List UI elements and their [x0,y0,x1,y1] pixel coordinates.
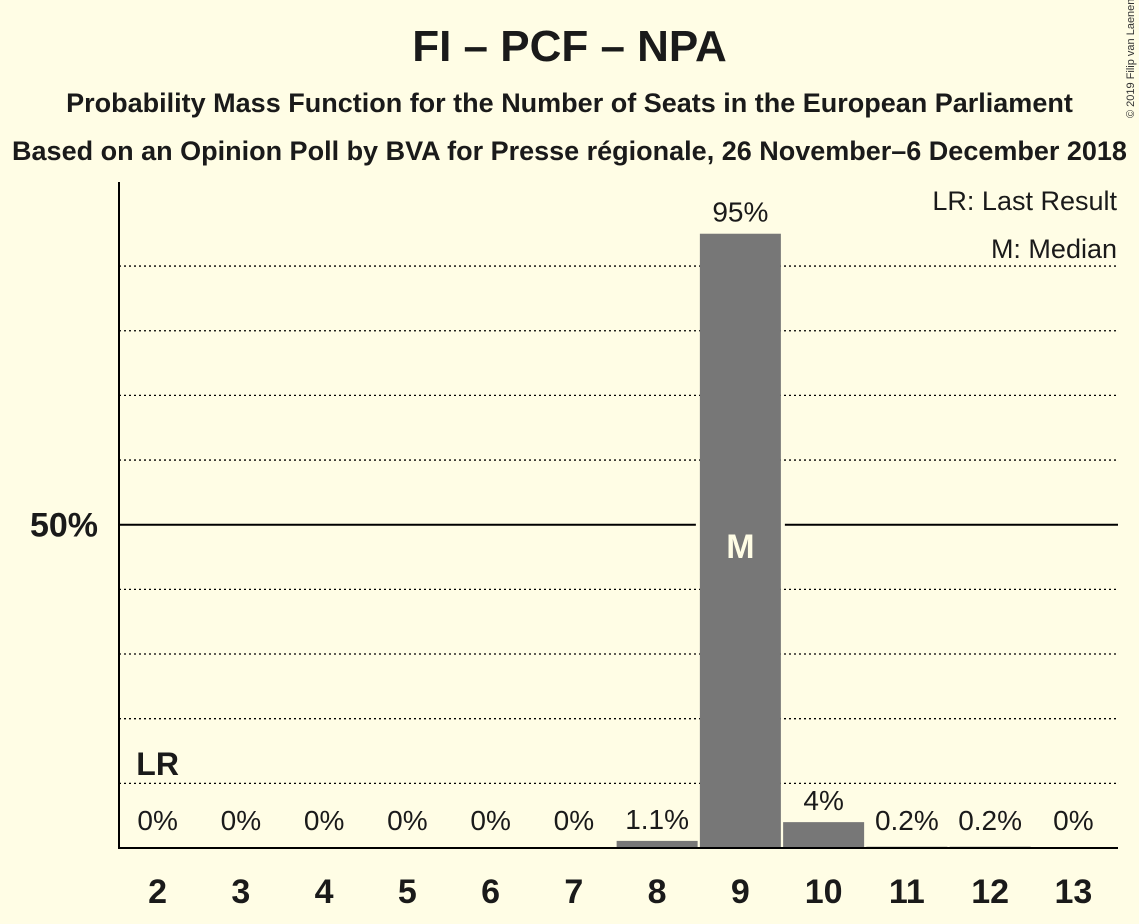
data-label: 0% [304,805,344,836]
x-tick-label: 9 [731,873,750,911]
x-tick-label: 4 [315,873,334,911]
data-label: 0% [470,805,510,836]
data-label: 1.1% [625,804,689,835]
legend-entry: LR: Last Result [932,186,1117,216]
chart-subtitle-source: Based on an Opinion Poll by BVA for Pres… [12,136,1127,166]
x-tick-label: 5 [398,873,417,911]
x-tick-label: 12 [971,873,1009,911]
median-marker: M [726,528,754,566]
x-tick-label: 7 [564,873,583,911]
y-tick-label: 50% [30,507,98,545]
data-label: 4% [803,785,843,816]
x-tick-label: 10 [805,873,843,911]
data-label: 0% [554,805,594,836]
data-label: 0% [1053,805,1093,836]
x-tick-label: 11 [889,873,925,911]
x-tick-label: 13 [1054,873,1092,911]
bar [616,840,698,848]
data-label: 0.2% [875,805,939,836]
x-tick-label: 3 [231,873,250,911]
bar [699,233,781,848]
bar [783,822,865,848]
x-tick-label: 6 [481,873,500,911]
data-label: 0% [221,805,261,836]
data-label: 95% [712,197,768,228]
x-tick-label: 8 [648,873,667,911]
chart-subtitle: Probability Mass Function for the Number… [66,88,1073,118]
data-label: 0% [137,805,177,836]
data-label: 0% [387,805,427,836]
chart-title: FI – PCF – NPA [412,22,727,71]
legend-entry: M: Median [991,234,1117,264]
data-label: 0.2% [958,805,1022,836]
last-result-marker: LR [136,746,179,782]
x-tick-label: 2 [148,873,167,911]
